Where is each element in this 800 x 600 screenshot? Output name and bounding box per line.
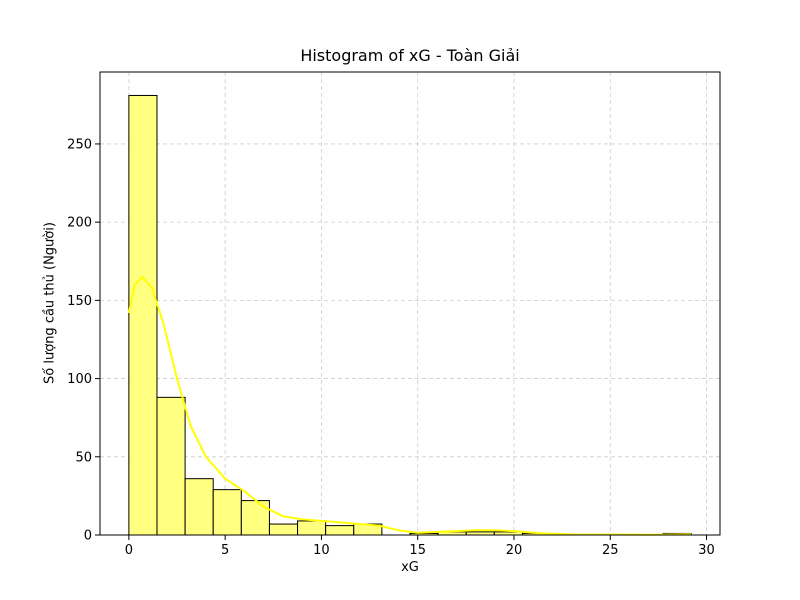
histogram-bar bbox=[297, 520, 327, 536]
y-tick-label: 150 bbox=[67, 294, 92, 309]
histogram-bar bbox=[212, 489, 242, 536]
y-axis-label: Số lượng cầu thủ (Người) bbox=[42, 222, 58, 384]
x-tick-label: 0 bbox=[125, 543, 133, 558]
x-tick-label: 25 bbox=[602, 543, 619, 558]
x-tick-label: 15 bbox=[409, 543, 426, 558]
histogram-bar bbox=[184, 478, 214, 536]
y-tick-label: 0 bbox=[84, 529, 92, 544]
y-tick-label: 250 bbox=[67, 137, 92, 152]
x-tick-label: 30 bbox=[698, 543, 715, 558]
histogram-bar bbox=[268, 523, 299, 536]
histogram-bar bbox=[240, 500, 270, 536]
x-axis-label: xG bbox=[401, 560, 419, 575]
y-tick-label: 200 bbox=[67, 216, 92, 231]
histogram-bar bbox=[156, 396, 186, 536]
plot-frame bbox=[99, 71, 721, 536]
histogram-bar bbox=[128, 94, 158, 536]
histogram-bar bbox=[325, 525, 355, 536]
kde-line bbox=[127, 275, 692, 536]
x-tick-label: 10 bbox=[313, 543, 330, 558]
y-tick-label: 50 bbox=[75, 450, 92, 465]
x-tick-label: 5 bbox=[221, 543, 229, 558]
y-tick-label: 100 bbox=[67, 372, 92, 387]
chart-title: Histogram of xG - Toàn Giải bbox=[300, 46, 520, 65]
x-tick-label: 20 bbox=[506, 543, 523, 558]
